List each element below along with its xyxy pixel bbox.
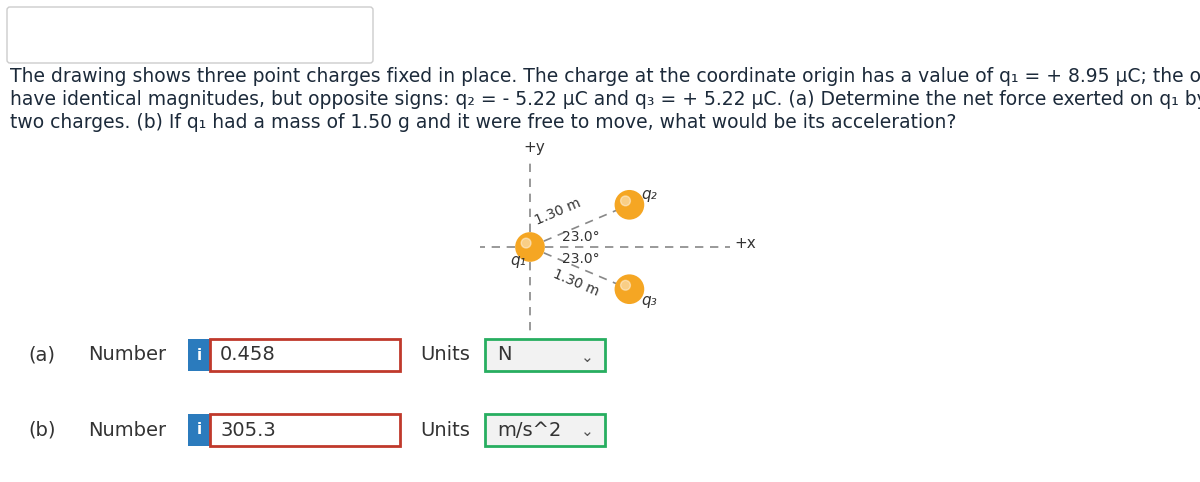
Circle shape [620,281,630,290]
Text: N: N [497,346,511,364]
Circle shape [620,196,630,206]
Text: (a): (a) [28,346,55,364]
Text: two charges. (b) If q₁ had a mass of 1.50 g and it were free to move, what would: two charges. (b) If q₁ had a mass of 1.5… [10,113,956,132]
Text: m/s^2: m/s^2 [497,420,562,440]
FancyBboxPatch shape [210,414,400,446]
Text: The drawing shows three point charges fixed in place. The charge at the coordina: The drawing shows three point charges fi… [10,67,1200,86]
FancyBboxPatch shape [7,7,373,63]
Text: +x: +x [734,236,756,251]
Text: ⌄: ⌄ [581,425,593,440]
Text: +y: +y [523,140,545,155]
Text: i: i [197,348,202,362]
Text: 305.3: 305.3 [220,420,276,440]
FancyBboxPatch shape [485,339,605,371]
Text: (b): (b) [28,420,55,440]
Circle shape [616,191,643,219]
Text: q₃: q₃ [642,293,658,308]
Circle shape [521,238,530,248]
Text: 1.30 m: 1.30 m [533,196,583,228]
Text: Number: Number [88,420,166,440]
FancyBboxPatch shape [485,414,605,446]
Text: 1.30 m: 1.30 m [551,267,601,298]
FancyBboxPatch shape [188,339,210,371]
FancyBboxPatch shape [188,414,210,446]
Text: 23.0°: 23.0° [562,230,600,244]
Circle shape [516,233,544,261]
Text: Units: Units [420,420,470,440]
Text: 23.0°: 23.0° [562,252,600,266]
Text: ⌄: ⌄ [581,349,593,364]
Text: have identical magnitudes, but opposite signs: q₂ = - 5.22 μC and q₃ = + 5.22 μC: have identical magnitudes, but opposite … [10,90,1200,109]
Text: Units: Units [420,346,470,364]
Text: q₁: q₁ [510,253,526,268]
Text: 0.458: 0.458 [220,346,276,364]
Text: q₂: q₂ [642,187,658,202]
Text: Number: Number [88,346,166,364]
FancyBboxPatch shape [210,339,400,371]
Text: i: i [197,423,202,438]
Circle shape [616,275,643,303]
